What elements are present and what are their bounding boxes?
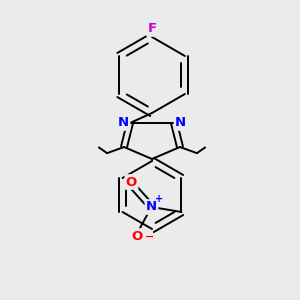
Text: N: N <box>118 116 129 130</box>
Text: +: + <box>155 194 164 204</box>
Text: −: − <box>145 232 154 242</box>
Text: F: F <box>147 22 157 35</box>
Text: O: O <box>132 230 143 242</box>
Text: N: N <box>175 116 186 130</box>
Text: N: N <box>146 200 157 214</box>
Text: O: O <box>126 176 137 188</box>
